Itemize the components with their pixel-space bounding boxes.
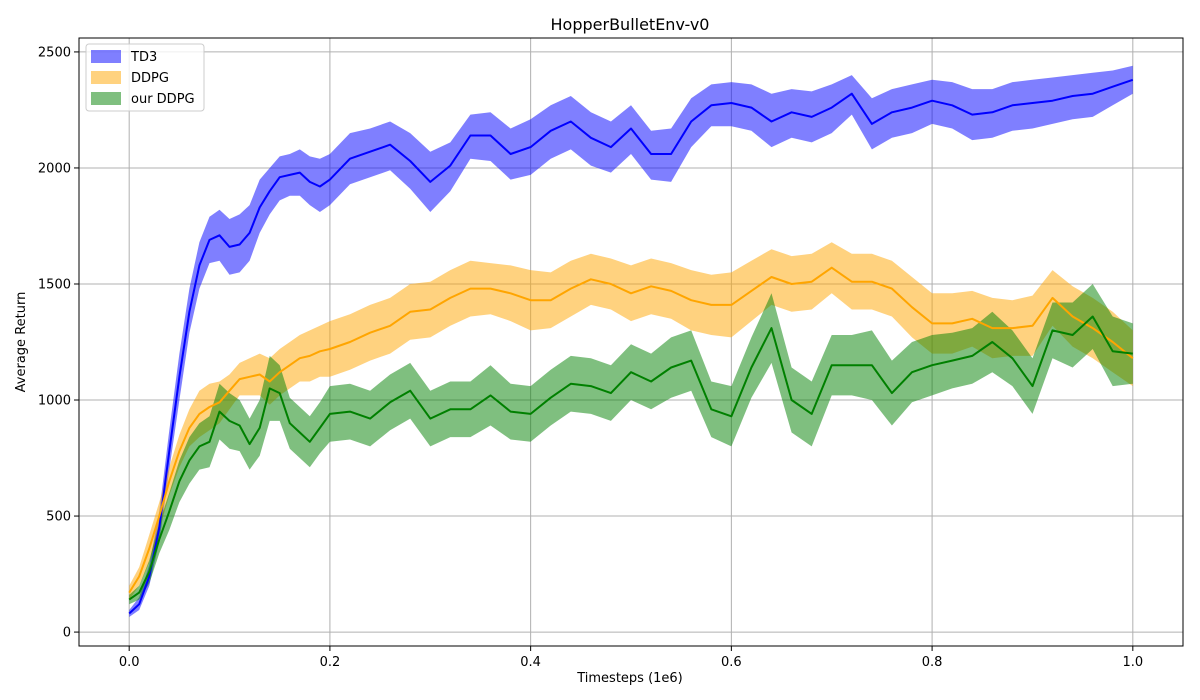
legend-label-td3: TD3	[130, 50, 157, 65]
y-tick-label: 1000	[38, 394, 71, 409]
x-tick-label: 1.0	[1122, 655, 1143, 670]
legend-entries: TD3 DDPG our DDPG	[91, 50, 195, 107]
band-td3	[129, 65, 1133, 618]
plot-frame	[78, 37, 1184, 647]
band-our-ddpg	[129, 284, 1133, 605]
band-ddpg	[129, 242, 1133, 600]
line-our-ddpg	[128, 315, 1133, 601]
y-axis-label: Average Return	[14, 292, 29, 393]
x-axis-label: Timesteps (1e6)	[576, 671, 683, 686]
x-tick-label: 0.4	[520, 655, 541, 670]
line-layer	[128, 78, 1134, 615]
x-tick-label: 0.6	[721, 655, 742, 670]
x-tick-label: 0.8	[922, 655, 943, 670]
legend: TD3 DDPG our DDPG	[85, 43, 205, 112]
legend-label-our-ddpg: our DDPG	[131, 92, 195, 107]
legend-swatch-ddpg	[91, 71, 121, 84]
x-tick-label: 0.0	[119, 655, 140, 670]
legend-swatch-our-ddpg	[91, 92, 121, 105]
tick-layer: 0.0 0.2 0.4 0.6 0.8 1.0 0 500 1000 1500 2000 2500	[38, 45, 1143, 670]
line-ddpg	[128, 266, 1134, 594]
chart-title: HopperBulletEnv-v0	[551, 15, 710, 34]
y-tick-label: 2000	[38, 161, 71, 176]
band-layer	[129, 65, 1133, 618]
y-tick-label: 500	[46, 510, 71, 525]
legend-swatch-td3	[91, 50, 121, 63]
legend-label-ddpg: DDPG	[131, 71, 169, 86]
y-tick-label: 1500	[38, 277, 71, 292]
y-tick-label: 0	[63, 626, 71, 641]
y-tick-label: 2500	[38, 45, 71, 60]
x-tick-label: 0.2	[320, 655, 341, 670]
line-td3	[128, 78, 1134, 615]
